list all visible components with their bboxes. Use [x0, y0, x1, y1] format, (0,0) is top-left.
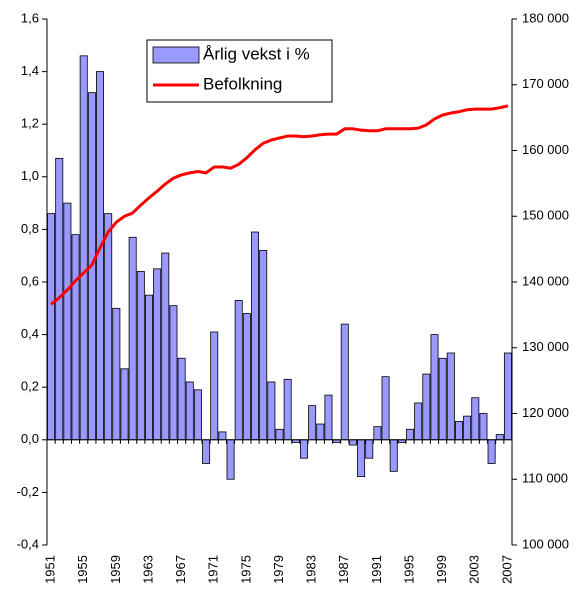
y-tick-label: 1,2 — [21, 116, 39, 131]
bar — [348, 439, 357, 446]
x-tick-label: 1983 — [304, 555, 319, 584]
bar — [47, 213, 56, 441]
bar — [373, 426, 382, 441]
bar — [438, 357, 447, 441]
bar — [479, 413, 488, 441]
bar — [275, 428, 284, 441]
x-tick-label: 2003 — [467, 555, 482, 584]
bar — [503, 352, 512, 441]
x-tick-label: 1959 — [108, 555, 123, 584]
y-tick-label: 0,4 — [21, 326, 39, 341]
x-tick-label: 1987 — [336, 555, 351, 584]
bar — [226, 439, 235, 480]
bar — [79, 55, 88, 441]
bar — [487, 439, 496, 464]
line — [50, 104, 509, 306]
y-tick-label: 0,6 — [21, 273, 39, 288]
bar — [169, 305, 178, 441]
bar — [128, 236, 137, 441]
bar — [267, 381, 276, 441]
y2-tick-label: 140 000 — [522, 273, 569, 288]
y2-tick-label: 180 000 — [522, 10, 569, 25]
bar — [251, 231, 260, 441]
y-tick-label: 0,0 — [21, 431, 39, 446]
bar — [446, 352, 455, 441]
x-tick-label: 2007 — [499, 555, 514, 584]
bar — [234, 300, 243, 441]
y2-tick-label: 130 000 — [522, 339, 569, 354]
y2-tick-label: 120 000 — [522, 405, 569, 420]
bar — [185, 381, 194, 441]
y2-tick-label: 100 000 — [522, 536, 569, 551]
x-tick-label: 1991 — [369, 555, 384, 584]
bar — [242, 313, 251, 441]
bar — [104, 213, 113, 441]
bar — [161, 252, 170, 441]
legend-label: Årlig vekst i % — [203, 44, 310, 63]
y-tick-label: 0,8 — [21, 221, 39, 236]
bar — [430, 334, 439, 441]
bar — [120, 368, 129, 441]
bar — [495, 434, 504, 441]
x-tick-label: 1999 — [434, 555, 449, 584]
bar — [340, 323, 349, 441]
x-tick-label: 1995 — [401, 555, 416, 584]
x-tick-label: 1955 — [75, 555, 90, 584]
legend-swatch — [152, 46, 200, 64]
y2-tick-label: 160 000 — [522, 142, 569, 157]
bar — [193, 389, 202, 441]
legend-label: Befolkning — [203, 74, 282, 93]
y2-tick-label: 110 000 — [522, 471, 568, 486]
bar — [406, 428, 415, 441]
x-tick-label: 1979 — [271, 555, 286, 584]
bar — [463, 415, 472, 441]
y-tick-label: -0,4 — [17, 536, 39, 551]
y-tick-label: 1,4 — [21, 63, 39, 78]
y-tick-label: 1,6 — [21, 10, 39, 25]
x-tick-label: 1963 — [140, 555, 155, 584]
x-tick-label: 1967 — [173, 555, 188, 584]
bar — [471, 397, 480, 441]
x-tick-label: 1951 — [43, 555, 58, 584]
y-tick-label: -0,2 — [17, 484, 39, 499]
bar — [389, 439, 398, 472]
bar — [112, 307, 121, 441]
bar — [202, 439, 211, 464]
bar — [218, 431, 227, 441]
bar — [324, 394, 333, 441]
bar — [454, 420, 463, 441]
bar — [365, 439, 374, 459]
bar — [63, 202, 72, 441]
bar — [414, 402, 423, 441]
bar — [136, 271, 145, 441]
y-tick-label: 1,0 — [21, 168, 39, 183]
bar — [144, 294, 153, 441]
x-tick-label: 1971 — [206, 555, 221, 584]
bar — [283, 378, 292, 441]
bar — [308, 405, 317, 441]
bar — [210, 331, 219, 441]
bar — [357, 439, 366, 478]
y-tick-label: 0,2 — [21, 379, 39, 394]
x-tick-label: 1975 — [238, 555, 253, 584]
bar — [381, 376, 390, 441]
y2-tick-label: 150 000 — [522, 208, 569, 223]
bar — [153, 268, 162, 441]
y2-tick-label: 170 000 — [522, 76, 569, 91]
bar — [299, 439, 308, 459]
bar — [177, 357, 186, 441]
bar — [259, 250, 268, 441]
bar — [316, 423, 325, 441]
bar — [422, 373, 431, 441]
bar — [71, 234, 80, 441]
